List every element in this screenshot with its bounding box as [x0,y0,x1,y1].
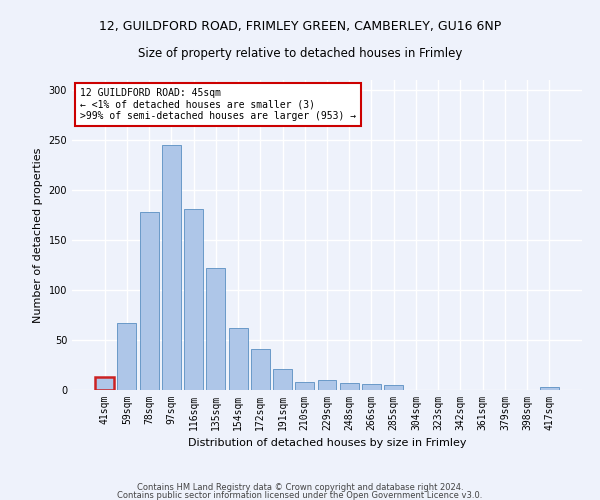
Bar [251,349,270,390]
Bar [362,384,381,390]
Bar [295,382,314,390]
Bar [162,145,181,390]
Y-axis label: Number of detached properties: Number of detached properties [33,148,43,322]
Bar [184,209,203,390]
Text: Contains public sector information licensed under the Open Government Licence v3: Contains public sector information licen… [118,490,482,500]
Text: 12, GUILDFORD ROAD, FRIMLEY GREEN, CAMBERLEY, GU16 6NP: 12, GUILDFORD ROAD, FRIMLEY GREEN, CAMBE… [99,20,501,33]
Text: 12 GUILDFORD ROAD: 45sqm
← <1% of detached houses are smaller (3)
>99% of semi-d: 12 GUILDFORD ROAD: 45sqm ← <1% of detach… [80,88,356,121]
Text: Size of property relative to detached houses in Frimley: Size of property relative to detached ho… [138,48,462,60]
Bar [95,377,114,390]
Bar [384,385,403,390]
Text: Contains HM Land Registry data © Crown copyright and database right 2024.: Contains HM Land Registry data © Crown c… [137,483,463,492]
Bar [118,323,136,390]
Bar [206,268,225,390]
Bar [229,328,248,390]
Bar [340,383,359,390]
Bar [273,369,292,390]
Bar [317,380,337,390]
Bar [140,212,158,390]
X-axis label: Distribution of detached houses by size in Frimley: Distribution of detached houses by size … [188,438,466,448]
Bar [540,387,559,390]
